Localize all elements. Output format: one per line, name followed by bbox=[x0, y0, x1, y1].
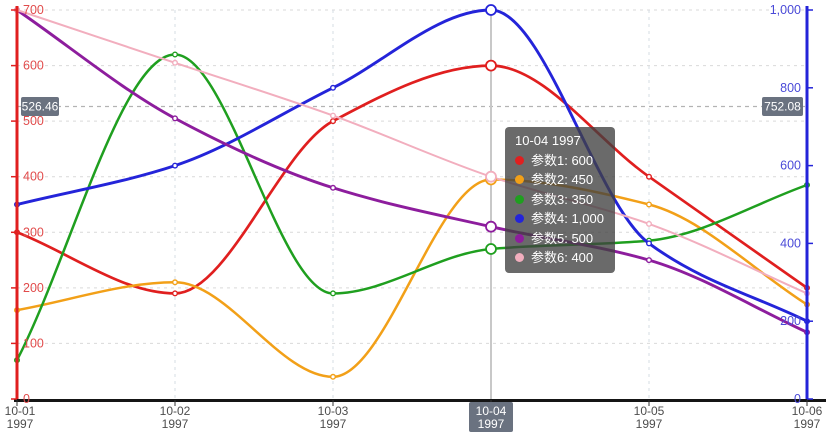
series-marker-icon bbox=[515, 155, 524, 165]
tooltip-item: 参数1: 600 bbox=[515, 153, 604, 168]
tooltip-item-label: 参数2: 450 bbox=[531, 172, 594, 187]
right-axis-tick-label: 600 bbox=[780, 159, 801, 173]
x-axis-tick-label: 10-05 bbox=[634, 404, 665, 418]
hovered-data-point[interactable] bbox=[485, 59, 497, 72]
tooltip-item: 参数6: 400 bbox=[515, 250, 604, 265]
x-axis-tick-label: 1997 bbox=[794, 417, 821, 431]
tooltip-item: 参数4: 1,000 bbox=[515, 211, 604, 226]
x-axis-pointer-label: 1997 bbox=[478, 417, 505, 431]
tooltip-item-label: 参数1: 600 bbox=[531, 152, 594, 168]
left-axis-tick-label: 200 bbox=[23, 281, 44, 295]
tooltip-items: 参数1: 600 参数2: 450 参数3: 350 参数4: 1,000 参数5: 5… bbox=[515, 153, 604, 265]
tooltip-item-label: 参数4: 1,000 bbox=[531, 211, 604, 226]
series-line-参数5[interactable] bbox=[15, 8, 809, 334]
x-axis-tick-label: 10-01 bbox=[5, 404, 36, 418]
left-axis-tick-label: 300 bbox=[23, 225, 44, 239]
left-axis-tick-label: 500 bbox=[23, 114, 44, 128]
data-point[interactable] bbox=[330, 118, 337, 125]
data-point[interactable] bbox=[330, 373, 337, 380]
hovered-data-point[interactable] bbox=[485, 220, 497, 233]
data-point[interactable] bbox=[330, 184, 337, 191]
tooltip-item-label: 参数6: 400 bbox=[531, 250, 594, 265]
hovered-data-point[interactable] bbox=[485, 4, 497, 16]
series-marker-icon bbox=[515, 233, 524, 243]
hovered-data-point[interactable] bbox=[485, 243, 497, 255]
x-axis-tick-label: 1997 bbox=[636, 417, 663, 431]
data-point[interactable] bbox=[646, 257, 653, 264]
left-axis-tick-label: 400 bbox=[23, 170, 44, 184]
series-line-参数1[interactable] bbox=[15, 64, 809, 295]
tooltip-item: 参数5: 500 bbox=[515, 231, 604, 246]
right-axis-pointer-value: 752.08 bbox=[764, 100, 801, 114]
left-axis-tick-label: 700 bbox=[23, 3, 44, 17]
left-axis-tick-label: 600 bbox=[23, 59, 44, 73]
data-point[interactable] bbox=[330, 112, 337, 119]
series-marker-icon bbox=[515, 175, 524, 184]
tooltip-item-label: 参数5: 500 bbox=[531, 230, 594, 246]
tooltip-item-label: 参数3: 350 bbox=[531, 191, 594, 207]
data-point[interactable] bbox=[330, 84, 337, 91]
x-axis-tick-label: 10-02 bbox=[160, 404, 191, 418]
series-marker-icon bbox=[515, 194, 524, 204]
tooltip-item: 参数2: 450 bbox=[515, 172, 604, 187]
x-axis-tick-label: 1997 bbox=[162, 417, 189, 431]
data-point[interactable] bbox=[171, 115, 178, 122]
right-axis-tick-label: 800 bbox=[780, 81, 801, 95]
series-marker-icon bbox=[515, 214, 524, 223]
data-point[interactable] bbox=[171, 51, 178, 58]
right-axis-tick-label: 400 bbox=[780, 236, 801, 250]
x-axis-pointer-badge bbox=[469, 402, 513, 432]
data-point[interactable] bbox=[171, 59, 178, 66]
data-point[interactable] bbox=[330, 290, 337, 297]
x-axis-tick-label: 10-06 bbox=[792, 404, 823, 418]
data-point[interactable] bbox=[646, 220, 653, 227]
tooltip-item: 参数3: 350 bbox=[515, 192, 604, 207]
x-axis-tick-label: 1997 bbox=[7, 417, 34, 431]
left-axis-tick-label: 100 bbox=[23, 336, 44, 350]
series-line-参数3[interactable] bbox=[15, 53, 809, 362]
data-point[interactable] bbox=[171, 290, 178, 297]
left-axis-tick-label: 0 bbox=[23, 392, 30, 406]
right-axis-tick-label: 0 bbox=[794, 392, 801, 406]
tooltip: 10-04 1997 参数1: 600 参数2: 450 参数3: 350 参数4: … bbox=[505, 127, 615, 273]
data-point[interactable] bbox=[646, 173, 653, 180]
series-marker-icon bbox=[515, 253, 524, 262]
right-axis-pointer-badge bbox=[762, 97, 803, 116]
x-axis-tick-label: 1997 bbox=[320, 417, 347, 431]
data-point[interactable] bbox=[646, 240, 653, 247]
data-point[interactable] bbox=[171, 279, 178, 286]
right-axis-tick-label: 1,000 bbox=[770, 3, 801, 17]
hovered-data-point[interactable] bbox=[485, 170, 497, 183]
data-point[interactable] bbox=[646, 201, 653, 208]
left-axis-pointer-value: 526.46 bbox=[22, 100, 59, 114]
tooltip-title: 10-04 1997 bbox=[515, 133, 581, 148]
left-axis-pointer-badge bbox=[21, 97, 59, 116]
series-line-参数6[interactable] bbox=[16, 9, 808, 295]
x-axis-tick-label: 10-03 bbox=[318, 404, 349, 418]
x-axis-pointer-label: 10-04 bbox=[476, 404, 507, 418]
right-axis-tick-label: 200 bbox=[780, 314, 801, 328]
data-point[interactable] bbox=[171, 162, 178, 169]
